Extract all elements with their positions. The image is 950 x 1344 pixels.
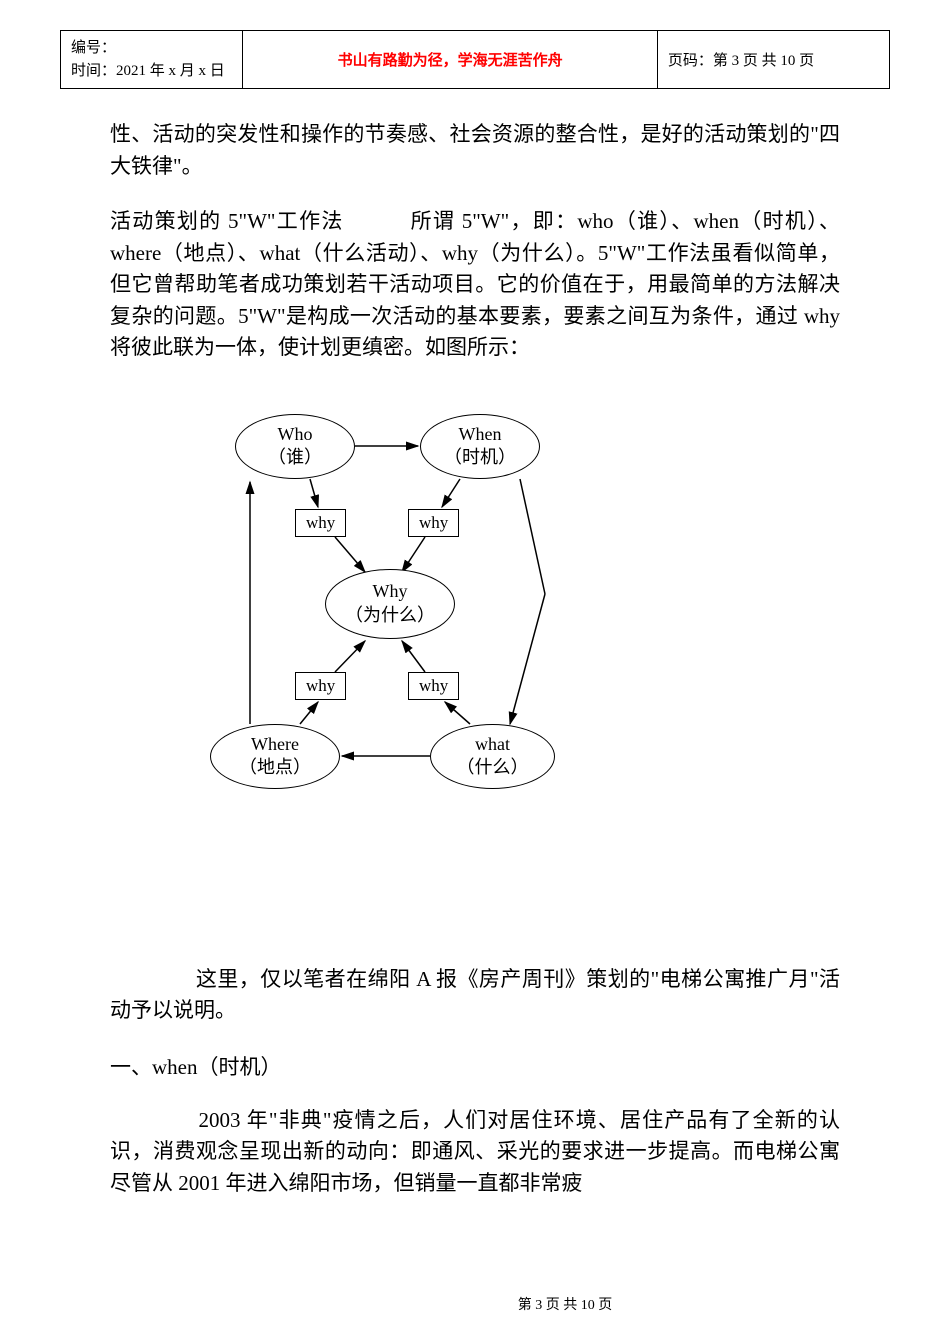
- why-box-4: why: [408, 672, 459, 700]
- node-who-cn: （谁）: [268, 446, 322, 469]
- header-table: 编号： 时间：2021 年 x 月 x 日 书山有路勤为径，学海无涯苦作舟 页码…: [60, 30, 890, 89]
- header-number-label: 编号：: [71, 37, 232, 60]
- spacer: [110, 844, 840, 964]
- why-box-2: why: [408, 509, 459, 537]
- header-left-cell: 编号： 时间：2021 年 x 月 x 日: [61, 31, 243, 89]
- node-when-cn: （时机）: [444, 446, 516, 469]
- paragraph-1: 性、活动的突发性和操作的节奏感、社会资源的整合性，是好的活动策划的"四大铁律"。: [110, 119, 840, 182]
- five-w-diagram: Who （谁） When （时机） Why （为什么） Where （地点） w…: [150, 394, 590, 814]
- node-what: what （什么）: [430, 724, 555, 789]
- why-box-3: why: [295, 672, 346, 700]
- section-when-title: 一、when（时机）: [110, 1051, 840, 1081]
- header-date-label: 时间：2021 年 x 月 x 日: [71, 60, 232, 83]
- node-why-cn: （为什么）: [345, 604, 435, 627]
- header-motto: 书山有路勤为径，学海无涯苦作舟: [338, 53, 563, 69]
- paragraph-2: 活动策划的 5"W"工作法 所谓 5"W"，即：who（谁）、when（时机）、…: [110, 206, 840, 364]
- header-center-cell: 书山有路勤为径，学海无涯苦作舟: [243, 31, 658, 89]
- header-right-cell: 页码：第 3 页 共 10 页: [657, 31, 889, 89]
- paragraph-3: 这里，仅以笔者在绵阳 A 报《房产周刊》策划的"电梯公寓推广月"活动予以说明。: [110, 964, 840, 1027]
- paragraph-4: 2003 年"非典"疫情之后，人们对居住环境、居住产品有了全新的认识，消费观念呈…: [110, 1105, 840, 1200]
- node-what-en: what: [475, 733, 510, 756]
- node-why-en: Why: [373, 580, 408, 603]
- page-root: 编号： 时间：2021 年 x 月 x 日 书山有路勤为径，学海无涯苦作舟 页码…: [0, 0, 950, 1253]
- node-what-cn: （什么）: [457, 756, 529, 779]
- node-who-en: Who: [278, 423, 313, 446]
- why-box-1: why: [295, 509, 346, 537]
- node-when: When （时机）: [420, 414, 540, 479]
- node-where: Where （地点）: [210, 724, 340, 789]
- node-why: Why （为什么）: [325, 569, 455, 639]
- node-when-en: When: [459, 423, 502, 446]
- content-area: 性、活动的突发性和操作的节奏感、社会资源的整合性，是好的活动策划的"四大铁律"。…: [60, 119, 890, 1199]
- node-where-cn: （地点）: [239, 756, 311, 779]
- node-who: Who （谁）: [235, 414, 355, 479]
- header-page-label: 页码：第 3 页 共 10 页: [668, 53, 814, 69]
- page-footer: 第 3 页 共 10 页: [90, 1294, 950, 1314]
- node-where-en: Where: [251, 733, 299, 756]
